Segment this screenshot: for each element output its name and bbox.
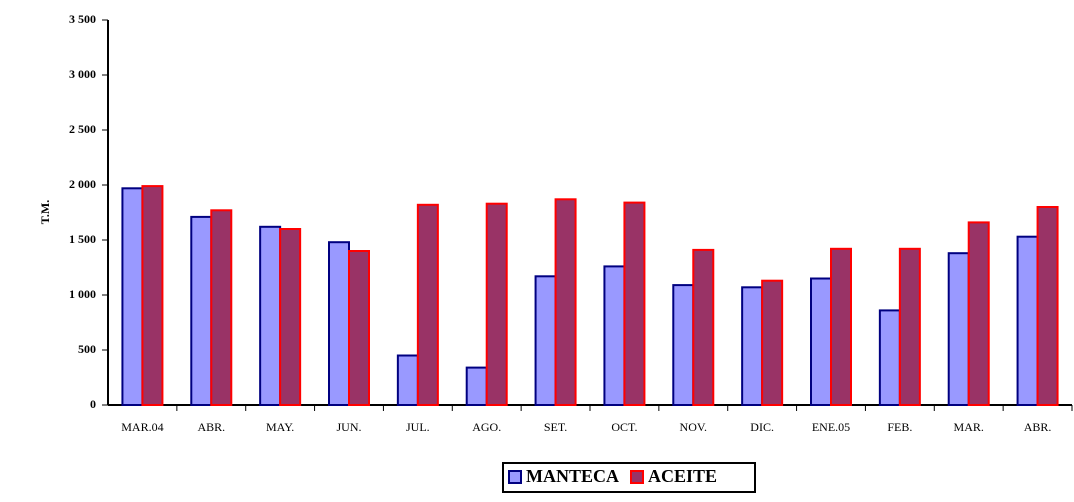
bar bbox=[348, 250, 370, 406]
legend-swatch bbox=[630, 470, 644, 484]
x-tick-label: MAY. bbox=[266, 420, 294, 434]
bar bbox=[1036, 206, 1059, 406]
bar bbox=[534, 275, 557, 406]
y-tick-label: 0 bbox=[90, 397, 96, 411]
bar bbox=[692, 248, 715, 406]
y-tick-label: 500 bbox=[78, 342, 96, 356]
bar bbox=[328, 241, 350, 406]
bar bbox=[485, 202, 508, 406]
y-tick-label: 2 000 bbox=[69, 177, 96, 191]
bar bbox=[190, 215, 213, 406]
y-tick-label: 3 000 bbox=[69, 67, 96, 81]
x-tick-label: JUN. bbox=[336, 420, 361, 434]
bar bbox=[1016, 235, 1039, 406]
bar bbox=[465, 366, 488, 407]
bar bbox=[947, 252, 970, 406]
bar bbox=[672, 284, 695, 407]
bar bbox=[603, 265, 626, 406]
y-tick-label: 2 500 bbox=[69, 122, 96, 136]
bar bbox=[396, 354, 419, 406]
bar bbox=[259, 225, 282, 406]
x-tick-label: ENE.05 bbox=[812, 420, 850, 434]
bar bbox=[121, 187, 144, 406]
x-tick-label: MAR. bbox=[954, 420, 984, 434]
bar bbox=[830, 247, 852, 406]
x-tick-label: ABR. bbox=[197, 420, 225, 434]
bar bbox=[898, 247, 921, 406]
y-tick-label: 3 500 bbox=[69, 12, 96, 26]
x-tick-label: MAR.04 bbox=[121, 420, 163, 434]
x-tick-label: NOV. bbox=[680, 420, 707, 434]
legend-label: MANTECA bbox=[526, 466, 619, 486]
bar bbox=[878, 309, 901, 406]
x-tick-label: FEB. bbox=[887, 420, 912, 434]
x-tick-label: JUL. bbox=[406, 420, 430, 434]
bar bbox=[141, 185, 164, 406]
x-tick-label: SET. bbox=[544, 420, 567, 434]
x-tick-label: DIC. bbox=[750, 420, 774, 434]
bar bbox=[416, 203, 439, 406]
y-tick-label: 1 000 bbox=[69, 287, 96, 301]
bar bbox=[210, 209, 233, 406]
bar bbox=[967, 221, 990, 406]
bar bbox=[741, 286, 764, 406]
bar bbox=[554, 198, 577, 406]
y-tick-label: 1 500 bbox=[69, 232, 96, 246]
legend-label: ACEITE bbox=[648, 466, 717, 486]
legend-swatch bbox=[508, 470, 522, 484]
x-tick-label: OCT. bbox=[611, 420, 637, 434]
bar bbox=[761, 279, 784, 407]
bar bbox=[623, 201, 646, 406]
x-tick-label: AGO. bbox=[472, 420, 501, 434]
y-axis-label: T.M. bbox=[38, 200, 52, 224]
x-tick-label: ABR. bbox=[1024, 420, 1052, 434]
bar bbox=[279, 228, 302, 406]
legend-box bbox=[502, 462, 756, 493]
bar bbox=[810, 277, 832, 406]
